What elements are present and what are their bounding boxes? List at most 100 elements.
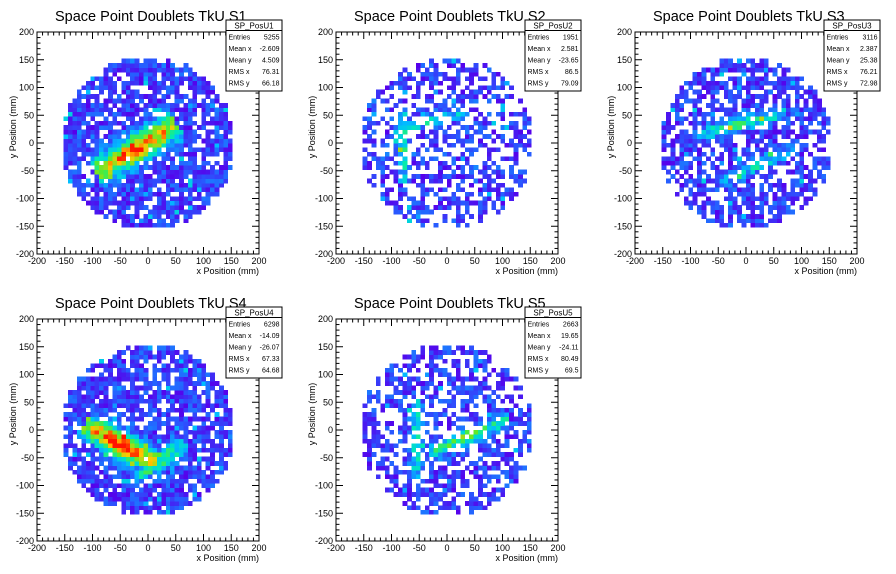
heatmap-cell <box>139 218 144 224</box>
heatmap-cell <box>371 174 377 179</box>
heatmap-cell <box>139 443 144 449</box>
heatmap-cell <box>464 452 470 457</box>
heatmap-cell <box>156 67 162 73</box>
heatmap-cell <box>723 222 729 228</box>
heatmap-cell <box>389 430 395 435</box>
heatmap-cell <box>513 430 519 435</box>
heatmap-cell <box>429 461 434 466</box>
heatmap-cell <box>170 165 175 170</box>
heatmap-cell <box>85 376 91 382</box>
heatmap-cell <box>134 143 140 148</box>
heatmap-cell <box>367 125 372 130</box>
heatmap-cell <box>112 178 118 184</box>
heatmap-cell <box>205 187 211 193</box>
heatmap-cell <box>482 76 488 82</box>
heatmap-cell <box>72 120 78 126</box>
heatmap-cell <box>526 438 532 444</box>
heatmap-cell <box>183 376 189 382</box>
heatmap-cell <box>433 447 439 453</box>
heatmap-cell <box>661 125 667 130</box>
heatmap-cell <box>367 165 372 170</box>
heatmap-cell <box>500 421 506 426</box>
heatmap-cell <box>81 438 87 444</box>
heatmap-cell <box>688 85 694 91</box>
heatmap-cell <box>179 390 184 395</box>
heatmap-cell <box>469 372 474 378</box>
heatmap-cell <box>187 474 193 480</box>
heatmap-cell <box>121 160 127 166</box>
heatmap-cell <box>402 363 408 369</box>
heatmap-cell <box>183 452 189 457</box>
heatmap-cell <box>447 483 452 489</box>
heatmap-cell <box>174 214 180 219</box>
heatmap-cell <box>768 67 773 73</box>
heatmap-cell <box>85 474 91 480</box>
heatmap-cell <box>196 469 202 475</box>
heatmap-cell <box>741 187 747 193</box>
heatmap-cell <box>94 138 100 144</box>
heatmap-cell <box>201 205 207 210</box>
heatmap-cell <box>125 425 131 431</box>
heatmap-cell <box>455 222 461 228</box>
heatmap-cell <box>112 376 118 382</box>
heatmap-cell <box>121 452 127 457</box>
heatmap-cell <box>183 94 189 99</box>
heatmap-cell <box>130 403 135 409</box>
heatmap-cell <box>210 376 215 382</box>
heatmap-cell <box>375 465 381 471</box>
heatmap-cell <box>174 421 180 426</box>
heatmap-cell <box>442 174 448 179</box>
heatmap-cell <box>442 469 448 475</box>
heatmap-cell <box>170 111 175 117</box>
heatmap-cell <box>187 398 193 404</box>
heatmap-cell <box>187 116 193 122</box>
heatmap-cell <box>371 111 377 117</box>
heatmap-cell <box>518 465 523 471</box>
heatmap-cell <box>192 487 198 493</box>
heatmap-cell <box>692 134 698 139</box>
heatmap-cell <box>478 438 483 444</box>
heatmap-cell <box>196 425 202 431</box>
heatmap-cell <box>803 107 809 113</box>
heatmap-cell <box>433 71 439 77</box>
heatmap-cell <box>781 147 787 153</box>
heatmap-cell <box>500 80 506 86</box>
heatmap-cell <box>148 461 153 466</box>
heatmap-cell <box>170 147 175 153</box>
heatmap-cell <box>112 398 118 404</box>
heatmap-cell <box>420 465 426 471</box>
heatmap-cell <box>411 174 417 179</box>
heatmap-cell <box>429 94 434 99</box>
heatmap-cell <box>411 447 417 453</box>
heatmap-cell <box>205 461 211 466</box>
heatmap-cell <box>210 103 215 108</box>
heatmap-cell <box>148 174 153 179</box>
heatmap-cell <box>103 398 109 404</box>
heatmap-cell <box>152 465 158 471</box>
heatmap-cell <box>103 407 109 413</box>
stats-box-name: SP_PosU1 <box>234 22 274 31</box>
heatmap-cell <box>746 200 751 206</box>
heatmap-cell <box>108 63 113 68</box>
heatmap-cell <box>179 187 184 193</box>
heatmap-cell <box>821 120 827 126</box>
heatmap-cell <box>714 80 720 86</box>
heatmap-cell <box>825 156 831 162</box>
heatmap-cell <box>486 191 492 197</box>
heatmap-cell <box>746 129 751 135</box>
heatmap-cell <box>121 474 127 480</box>
heatmap-cell <box>192 134 198 139</box>
heatmap-cell <box>429 434 434 440</box>
heatmap-cell <box>125 103 131 108</box>
heatmap-cell <box>460 376 466 382</box>
heatmap-cell <box>219 103 224 108</box>
heatmap-cell <box>170 103 175 108</box>
heatmap-cell <box>94 151 100 157</box>
heatmap-cell <box>183 469 189 475</box>
heatmap-cell <box>116 182 122 188</box>
heatmap-cell <box>152 116 158 122</box>
heatmap-cell <box>478 76 483 82</box>
heatmap-cell <box>460 398 466 404</box>
heatmap-cell <box>469 174 474 179</box>
heatmap-cell <box>81 447 87 453</box>
